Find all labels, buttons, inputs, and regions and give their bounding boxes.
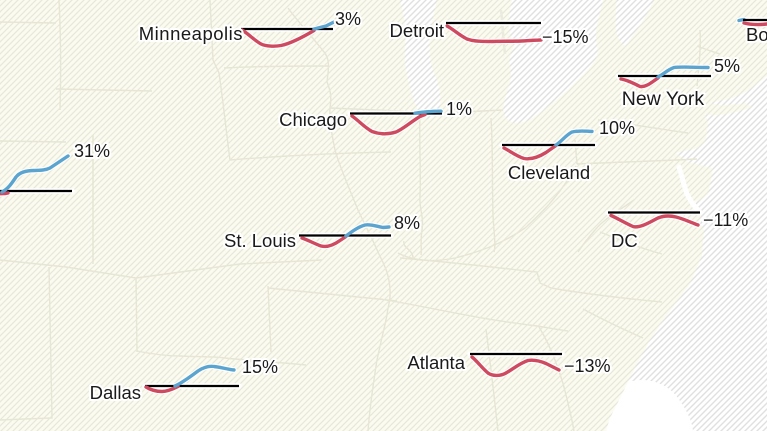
svg-text:10%: 10% (599, 118, 635, 138)
svg-text:−13%: −13% (564, 356, 611, 376)
svg-text:New York: New York (622, 88, 705, 110)
svg-text:Cleveland: Cleveland (508, 162, 590, 183)
svg-text:−11%: −11% (703, 210, 748, 230)
svg-text:−15%: −15% (542, 27, 589, 47)
svg-text:3%: 3% (335, 9, 361, 29)
svg-text:Dallas: Dallas (90, 382, 141, 403)
svg-text:1%: 1% (446, 99, 472, 119)
svg-text:15%: 15% (242, 357, 278, 377)
svg-text:5%: 5% (714, 56, 740, 76)
svg-text:31%: 31% (74, 141, 110, 161)
svg-text:Chicago: Chicago (279, 109, 347, 130)
svg-text:DC: DC (611, 230, 638, 251)
svg-text:Minneapolis: Minneapolis (139, 23, 243, 44)
svg-text:Detroit: Detroit (390, 20, 445, 41)
svg-text:St. Louis: St. Louis (224, 230, 296, 251)
svg-text:Boston: Boston (746, 24, 767, 45)
svg-text:8%: 8% (394, 213, 420, 233)
svg-text:Atlanta: Atlanta (407, 352, 465, 373)
